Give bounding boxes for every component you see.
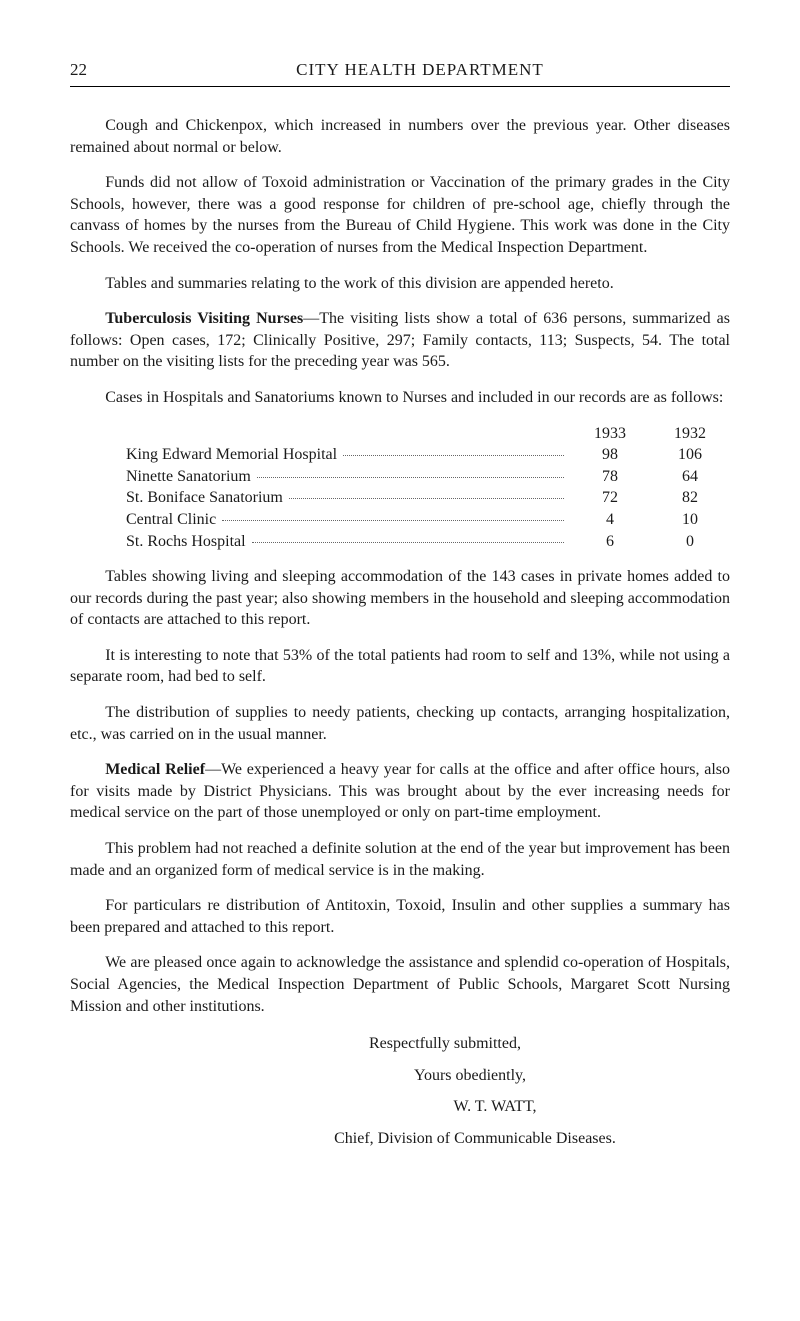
run-in-heading: Medical Relief bbox=[105, 761, 205, 778]
closing-line: Respectfully submitted, bbox=[70, 1033, 730, 1055]
body-paragraph: Cases in Hospitals and Sanatoriums known… bbox=[70, 387, 730, 409]
table-cell: 106 bbox=[650, 444, 730, 466]
body-paragraph: It is interesting to note that 53% of th… bbox=[70, 645, 730, 688]
signature-title: Chief, Division of Communicable Diseases… bbox=[70, 1128, 730, 1150]
page-number: 22 bbox=[70, 60, 110, 80]
table-column-header: 1933 bbox=[570, 423, 650, 445]
body-paragraph: Tables showing living and sleeping accom… bbox=[70, 566, 730, 631]
table-row: Central Clinic 4 10 bbox=[70, 509, 730, 531]
body-paragraph: The distribution of supplies to needy pa… bbox=[70, 702, 730, 745]
dot-leader bbox=[252, 542, 564, 543]
closing-line: Yours obediently, bbox=[70, 1065, 730, 1087]
table-column-header: 1932 bbox=[650, 423, 730, 445]
table-row: King Edward Memorial Hospital 98 106 bbox=[70, 444, 730, 466]
table-row: St. Rochs Hospital 6 0 bbox=[70, 531, 730, 553]
table-cell: 72 bbox=[570, 487, 650, 509]
body-paragraph: This problem had not reached a definite … bbox=[70, 838, 730, 881]
body-paragraph: Tables and summaries relating to the wor… bbox=[70, 273, 730, 295]
running-header: 22 CITY HEALTH DEPARTMENT bbox=[70, 60, 730, 80]
body-paragraph: Medical Relief—We experienced a heavy ye… bbox=[70, 759, 730, 824]
hospital-cases-table: X 1933 1932 King Edward Memorial Hospita… bbox=[70, 423, 730, 553]
table-row-label: Ninette Sanatorium bbox=[70, 466, 251, 488]
body-paragraph: Tuberculosis Visiting Nurses—The visitin… bbox=[70, 308, 730, 373]
table-row: Ninette Sanatorium 78 64 bbox=[70, 466, 730, 488]
table-cell: 98 bbox=[570, 444, 650, 466]
dot-leader bbox=[343, 455, 564, 456]
signature-name: W. T. WATT, bbox=[70, 1096, 730, 1118]
run-in-heading: Tuberculosis Visiting Nurses bbox=[105, 310, 303, 327]
table-header-row: X 1933 1932 bbox=[70, 423, 730, 445]
closing-block: Respectfully submitted, Yours obediently… bbox=[70, 1033, 730, 1149]
body-paragraph: We are pleased once again to acknowledge… bbox=[70, 952, 730, 1017]
body-paragraph: Funds did not allow of Toxoid administra… bbox=[70, 172, 730, 258]
dot-leader bbox=[257, 477, 564, 478]
table-cell: 4 bbox=[570, 509, 650, 531]
body-paragraph: Cough and Chickenpox, which increased in… bbox=[70, 115, 730, 158]
table-cell: 64 bbox=[650, 466, 730, 488]
table-row-label: St. Rochs Hospital bbox=[70, 531, 246, 553]
table-row-label: St. Boniface Sanatorium bbox=[70, 487, 283, 509]
dot-leader bbox=[222, 520, 564, 521]
table-row-label: Central Clinic bbox=[70, 509, 216, 531]
table-row: St. Boniface Sanatorium 72 82 bbox=[70, 487, 730, 509]
table-cell: 10 bbox=[650, 509, 730, 531]
table-cell: 6 bbox=[570, 531, 650, 553]
header-rule bbox=[70, 86, 730, 87]
table-row-label: King Edward Memorial Hospital bbox=[70, 444, 337, 466]
body-paragraph: For particulars re distribution of Antit… bbox=[70, 895, 730, 938]
table-cell: 82 bbox=[650, 487, 730, 509]
table-cell: 0 bbox=[650, 531, 730, 553]
dot-leader bbox=[289, 498, 564, 499]
table-cell: 78 bbox=[570, 466, 650, 488]
document-page: 22 CITY HEALTH DEPARTMENT Cough and Chic… bbox=[0, 0, 800, 1220]
header-title: CITY HEALTH DEPARTMENT bbox=[110, 60, 730, 80]
